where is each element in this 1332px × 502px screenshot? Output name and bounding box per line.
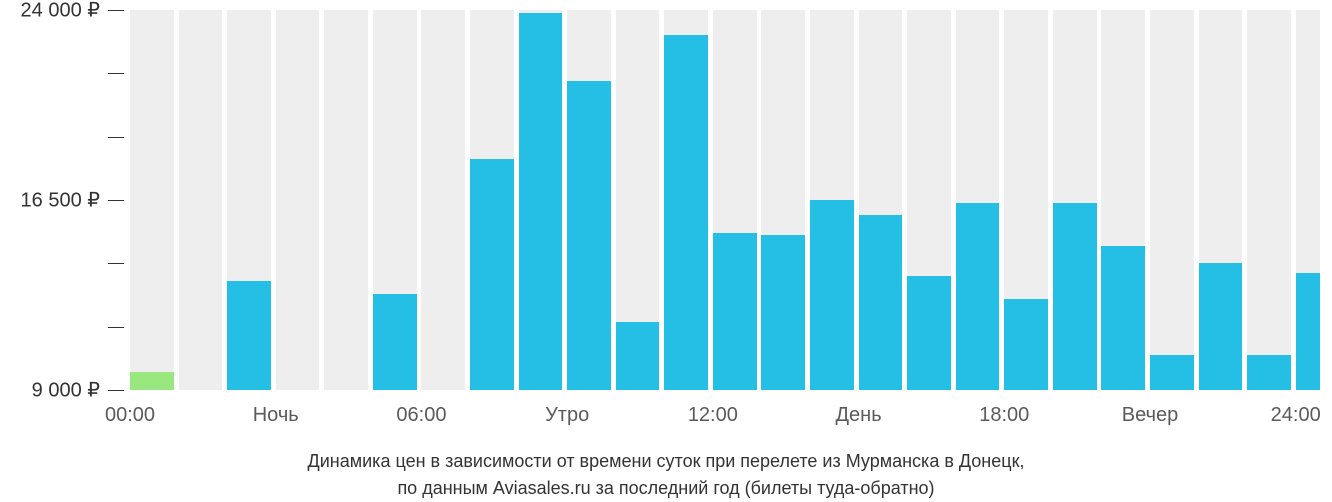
y-tick-minor	[108, 263, 124, 264]
price-by-hour-chart: 9 000 ₽ 16 500 ₽ 24 000 ₽ 00:00 Ночь 06:00 Ут…	[0, 0, 1332, 502]
x-axis-label: Вечер	[1122, 404, 1178, 427]
bar-value	[470, 159, 514, 390]
bar-value	[616, 322, 660, 390]
x-axis-label: 24:00	[1271, 404, 1321, 427]
bar-value	[1150, 355, 1194, 390]
bar-bg	[179, 10, 223, 390]
bar-value	[1101, 246, 1145, 390]
bar-value	[1199, 263, 1243, 390]
bar-bg	[421, 10, 465, 390]
bar-value	[761, 235, 805, 390]
x-axis-label: День	[835, 404, 881, 427]
y-axis-label: 16 500 ₽	[0, 188, 100, 213]
bar-value	[567, 81, 611, 390]
bar-value	[713, 233, 757, 390]
bar-value	[373, 294, 417, 390]
plot-area	[130, 10, 1320, 390]
x-axis-label: 12:00	[688, 404, 738, 427]
bar-value	[130, 372, 174, 390]
bar-value	[1053, 203, 1097, 390]
chart-caption: Динамика цен в зависимости от времени су…	[0, 448, 1332, 502]
bar-value	[956, 203, 1000, 390]
bar-value	[1247, 355, 1291, 390]
bar-value	[810, 200, 854, 390]
y-tick-minor	[108, 137, 124, 138]
x-axis-label: 00:00	[105, 404, 155, 427]
bar-value	[907, 276, 951, 390]
bar-bg	[1150, 10, 1194, 390]
bar-bg	[324, 10, 368, 390]
y-tick-major	[108, 200, 124, 201]
x-axis-label: 18:00	[979, 404, 1029, 427]
bar-value	[1004, 299, 1048, 390]
y-tick-major	[108, 390, 124, 391]
y-tick-minor	[108, 73, 124, 74]
caption-line-2: по данным Aviasales.ru за последний год …	[397, 478, 934, 498]
y-axis-label: 24 000 ₽	[0, 0, 100, 23]
bar-bg	[276, 10, 320, 390]
bar-value	[664, 35, 708, 390]
x-axis-label: 06:00	[396, 404, 446, 427]
bar-bg	[1247, 10, 1291, 390]
y-tick-major	[108, 10, 124, 11]
caption-line-1: Динамика цен в зависимости от времени су…	[308, 451, 1025, 471]
bar-value	[859, 215, 903, 390]
bar-value	[519, 13, 563, 390]
x-axis-label: Ночь	[253, 404, 299, 427]
x-axis-label: Утро	[545, 404, 589, 427]
bar-value	[227, 281, 271, 390]
bar-value	[1296, 273, 1320, 390]
y-tick-minor	[108, 327, 124, 328]
bar-bg	[130, 10, 174, 390]
y-axis-label: 9 000 ₽	[0, 378, 100, 403]
